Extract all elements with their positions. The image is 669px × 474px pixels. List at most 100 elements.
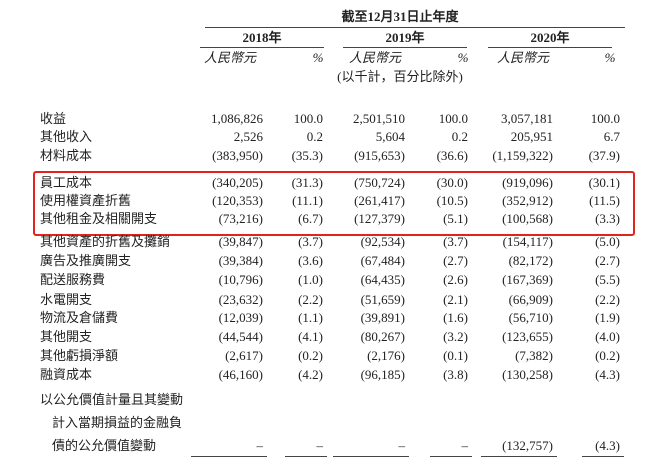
cell: (3.7) — [443, 234, 468, 249]
cell: (123,655) — [502, 329, 553, 344]
cell: 100.0 — [438, 111, 468, 126]
cell: (12,039) — [218, 310, 263, 325]
row-label: 其他虧損淨額 — [40, 348, 119, 363]
cell: (5.0) — [595, 234, 620, 249]
row-label: 其他開支 — [40, 329, 93, 344]
cell: (2.2) — [298, 292, 323, 307]
cell: (2,176) — [367, 348, 405, 363]
cell: (3.2) — [443, 329, 468, 344]
row-label: 以公允價值計量且其變動 — [40, 392, 184, 407]
unit-note: (以千計，百分比除外) — [337, 69, 463, 84]
cell: (352,912) — [502, 193, 553, 208]
cell: (44,544) — [218, 329, 263, 344]
cell: (67,484) — [360, 253, 405, 268]
cell: (64,435) — [360, 272, 405, 287]
row-label: 融資成本 — [40, 367, 93, 382]
cell: (3.7) — [298, 234, 323, 249]
rule — [488, 47, 612, 48]
cell: (261,417) — [354, 193, 405, 208]
cell: (92,534) — [360, 234, 405, 249]
cell: (340,205) — [212, 175, 263, 190]
row-label: 計入當期損益的金融負 — [52, 415, 183, 430]
rule — [481, 456, 557, 457]
cell: (80,267) — [360, 329, 405, 344]
cell: (6.7) — [298, 211, 323, 226]
highlight-box — [33, 171, 635, 236]
cell: (5.1) — [443, 211, 468, 226]
cell: (30.0) — [436, 175, 468, 190]
cell: (39,847) — [218, 234, 263, 249]
cell: (1.6) — [443, 310, 468, 325]
cell: (39,891) — [360, 310, 405, 325]
cell: (11.1) — [292, 193, 323, 208]
cell: (127,379) — [354, 211, 405, 226]
cell: – — [316, 438, 324, 453]
unit-header: 人民幣元 — [496, 50, 550, 65]
cell: (10,796) — [218, 272, 263, 287]
cell: (100,568) — [502, 211, 553, 226]
unit-header: 人民幣元 — [348, 50, 402, 65]
cell: (915,653) — [354, 148, 405, 163]
row-label: 其他資產的折舊及攤銷 — [40, 234, 171, 249]
cell: 0.2 — [451, 129, 468, 144]
cell: 6.7 — [603, 129, 620, 144]
row-label: 其他租金及相關開支 — [40, 211, 158, 226]
row-label: 使用權資產折舊 — [40, 193, 132, 208]
cell: 205,951 — [510, 129, 553, 144]
cell: – — [398, 438, 406, 453]
cell: (66,909) — [508, 292, 553, 307]
row-label: 物流及倉儲費 — [40, 310, 119, 325]
row-label: 廣告及推廣開支 — [40, 253, 132, 268]
cell: (4.1) — [298, 329, 323, 344]
cell: (30.1) — [588, 175, 620, 190]
cell: (383,950) — [212, 148, 263, 163]
rule — [430, 456, 472, 457]
cell: (154,117) — [502, 234, 553, 249]
cell: (23,632) — [218, 292, 263, 307]
rule — [343, 47, 467, 48]
cell: (11.5) — [589, 193, 620, 208]
cell: (1.9) — [595, 310, 620, 325]
rule — [285, 456, 327, 457]
rule — [200, 47, 324, 48]
cell: (51,659) — [360, 292, 405, 307]
rule — [582, 456, 624, 457]
cell: (2.6) — [443, 272, 468, 287]
cell: 1,086,826 — [211, 111, 263, 126]
cell: – — [461, 438, 469, 453]
rule — [191, 456, 267, 457]
cell: (4.3) — [595, 438, 620, 453]
rule — [205, 27, 625, 28]
cell: (5.5) — [595, 272, 620, 287]
cell: (96,185) — [360, 367, 405, 382]
cell: (167,369) — [502, 272, 553, 287]
cell: (2.1) — [443, 292, 468, 307]
cell: 100.0 — [590, 111, 620, 126]
cell: (31.3) — [291, 175, 323, 190]
cell: (82,172) — [508, 253, 553, 268]
year-header: 2019年 — [385, 30, 425, 45]
cell: (2.7) — [443, 253, 468, 268]
row-label: 員工成本 — [40, 175, 93, 190]
cell: (750,724) — [354, 175, 405, 190]
cell: (4.2) — [298, 367, 323, 382]
cell: (1.0) — [298, 272, 323, 287]
cell: (2,617) — [225, 348, 263, 363]
row-label: 債的公允價值變動 — [52, 438, 157, 453]
unit-header: % — [457, 50, 469, 65]
cell: 2,501,510 — [353, 111, 405, 126]
unit-header: % — [312, 50, 324, 65]
cell: (7,382) — [515, 348, 553, 363]
cell: (56,710) — [508, 310, 553, 325]
cell: (10.5) — [436, 193, 468, 208]
cell: 5,604 — [375, 129, 405, 144]
year-header: 2018年 — [242, 30, 282, 45]
cell: (35.3) — [291, 148, 323, 163]
cell: (919,096) — [502, 175, 553, 190]
cell: 2,526 — [233, 129, 263, 144]
cell: (73,216) — [218, 211, 263, 226]
cell: (4.3) — [595, 367, 620, 382]
unit-header: % — [604, 50, 616, 65]
cell: (3.8) — [443, 367, 468, 382]
period-header: 截至12月31日止年度 — [341, 9, 459, 24]
